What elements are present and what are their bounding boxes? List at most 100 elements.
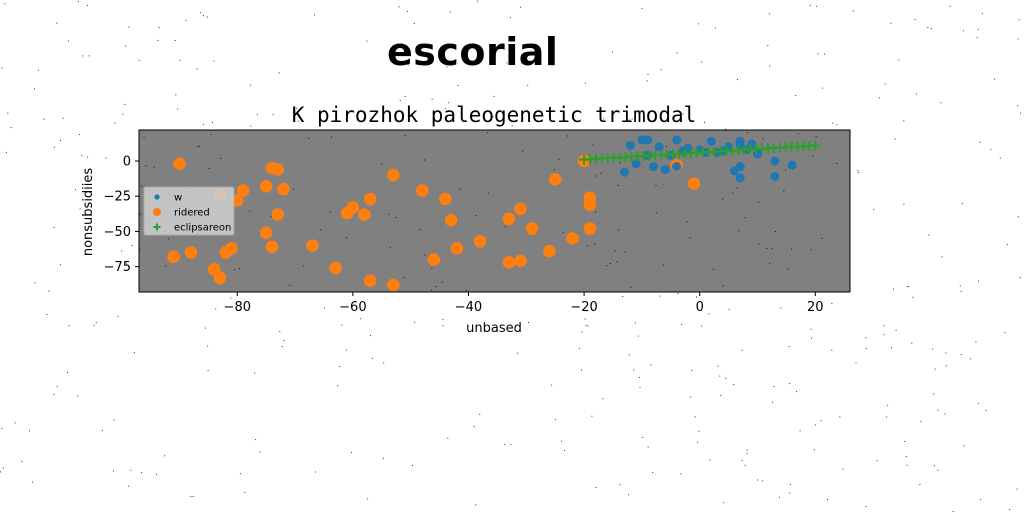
noise-dot xyxy=(827,499,828,500)
noise-dot xyxy=(54,227,55,228)
noise-dot xyxy=(474,426,475,427)
noise-dot xyxy=(346,350,347,351)
noise-dot xyxy=(857,170,858,171)
noise-dot xyxy=(132,245,133,246)
point-w xyxy=(632,159,641,168)
noise-dot xyxy=(477,1,478,2)
noise-dot xyxy=(935,369,936,370)
plot-noise-dot xyxy=(431,268,432,269)
noise-dot xyxy=(853,11,854,12)
noise-dot xyxy=(762,480,763,481)
noise-dot xyxy=(680,473,681,474)
x-axis-label: unbased xyxy=(466,321,522,336)
plot-noise-dot xyxy=(522,150,523,151)
noise-dot xyxy=(928,234,929,235)
noise-dot xyxy=(710,460,711,461)
noise-dot xyxy=(586,325,587,326)
point-ridered xyxy=(503,256,516,269)
noise-dot xyxy=(907,465,908,466)
point-ridered xyxy=(428,253,441,266)
plot-noise-dot xyxy=(791,249,792,250)
noise-dot xyxy=(986,410,987,411)
noise-dot xyxy=(891,347,892,348)
noise-dot xyxy=(650,364,651,365)
legend-marker-ridered xyxy=(153,208,161,216)
noise-dot xyxy=(128,486,129,487)
plot-noise-dot xyxy=(488,193,489,194)
plot-noise-dot xyxy=(816,136,817,137)
noise-dot xyxy=(704,122,705,123)
noise-dot xyxy=(831,303,832,304)
noise-dot xyxy=(690,397,691,398)
plot-noise-dot xyxy=(404,277,405,278)
noise-dot xyxy=(934,465,935,466)
noise-dot xyxy=(978,29,979,30)
noise-dot xyxy=(718,366,719,367)
x-tick-label: −60 xyxy=(339,300,366,315)
point-w xyxy=(753,149,762,158)
x-tick-label: 0 xyxy=(696,300,704,315)
plot-noise-dot xyxy=(220,158,221,159)
noise-dot xyxy=(342,325,343,326)
y-axis: 0 −25 −50 −75 xyxy=(104,154,139,275)
noise-dot xyxy=(635,322,636,323)
point-ridered xyxy=(364,274,377,287)
point-ridered xyxy=(329,262,342,275)
noise-dot xyxy=(982,13,983,14)
legend-label: eclipsareon xyxy=(174,223,231,234)
noise-dot xyxy=(35,282,36,283)
plot-noise-dot xyxy=(346,237,347,238)
noise-dot xyxy=(642,437,643,438)
noise-dot xyxy=(652,472,653,473)
noise-dot xyxy=(818,53,819,54)
noise-dot xyxy=(366,41,367,42)
noise-dot xyxy=(360,318,361,319)
noise-dot xyxy=(190,496,191,497)
point-ridered xyxy=(173,158,186,171)
noise-dot xyxy=(715,28,716,29)
point-w xyxy=(655,142,664,151)
x-tick-label: −80 xyxy=(224,300,251,315)
point-ridered xyxy=(451,242,464,255)
noise-dot xyxy=(230,298,231,299)
noise-dot xyxy=(520,7,521,8)
noise-dot xyxy=(816,6,817,7)
noise-dot xyxy=(442,319,443,320)
noise-dot xyxy=(961,291,962,292)
plot-noise-dot xyxy=(620,163,621,164)
noise-dot xyxy=(796,391,797,392)
noise-dot xyxy=(255,439,256,440)
noise-dot xyxy=(961,354,962,355)
noise-dot xyxy=(79,134,80,135)
noise-dot xyxy=(114,419,115,420)
noise-dot xyxy=(795,95,796,96)
noise-dot xyxy=(903,204,904,205)
plot-noise-dot xyxy=(664,184,665,185)
noise-dot xyxy=(890,23,891,24)
noise-dot xyxy=(89,55,90,56)
noise-dot xyxy=(128,27,129,28)
plot-noise-dot xyxy=(687,221,688,222)
noise-dot xyxy=(769,13,770,14)
noise-dot xyxy=(399,6,400,7)
noise-dot xyxy=(555,419,556,420)
point-w xyxy=(788,161,797,170)
noise-dot xyxy=(259,451,260,452)
noise-dot xyxy=(240,473,241,474)
noise-dot xyxy=(273,114,274,115)
point-w xyxy=(620,168,629,177)
noise-dot xyxy=(156,474,157,475)
noise-dot xyxy=(843,469,844,470)
point-ridered xyxy=(387,279,400,292)
noise-dot xyxy=(579,348,580,349)
noise-dot xyxy=(697,442,698,443)
point-ridered xyxy=(416,184,429,197)
plot-noise-dot xyxy=(320,229,321,230)
noise-dot xyxy=(54,394,55,395)
noise-dot xyxy=(633,370,634,371)
noise-dot xyxy=(78,1,79,2)
noise-dot xyxy=(916,93,917,94)
noise-dot xyxy=(1018,39,1019,40)
plot-noise-dot xyxy=(775,231,776,232)
noise-dot xyxy=(175,94,176,95)
